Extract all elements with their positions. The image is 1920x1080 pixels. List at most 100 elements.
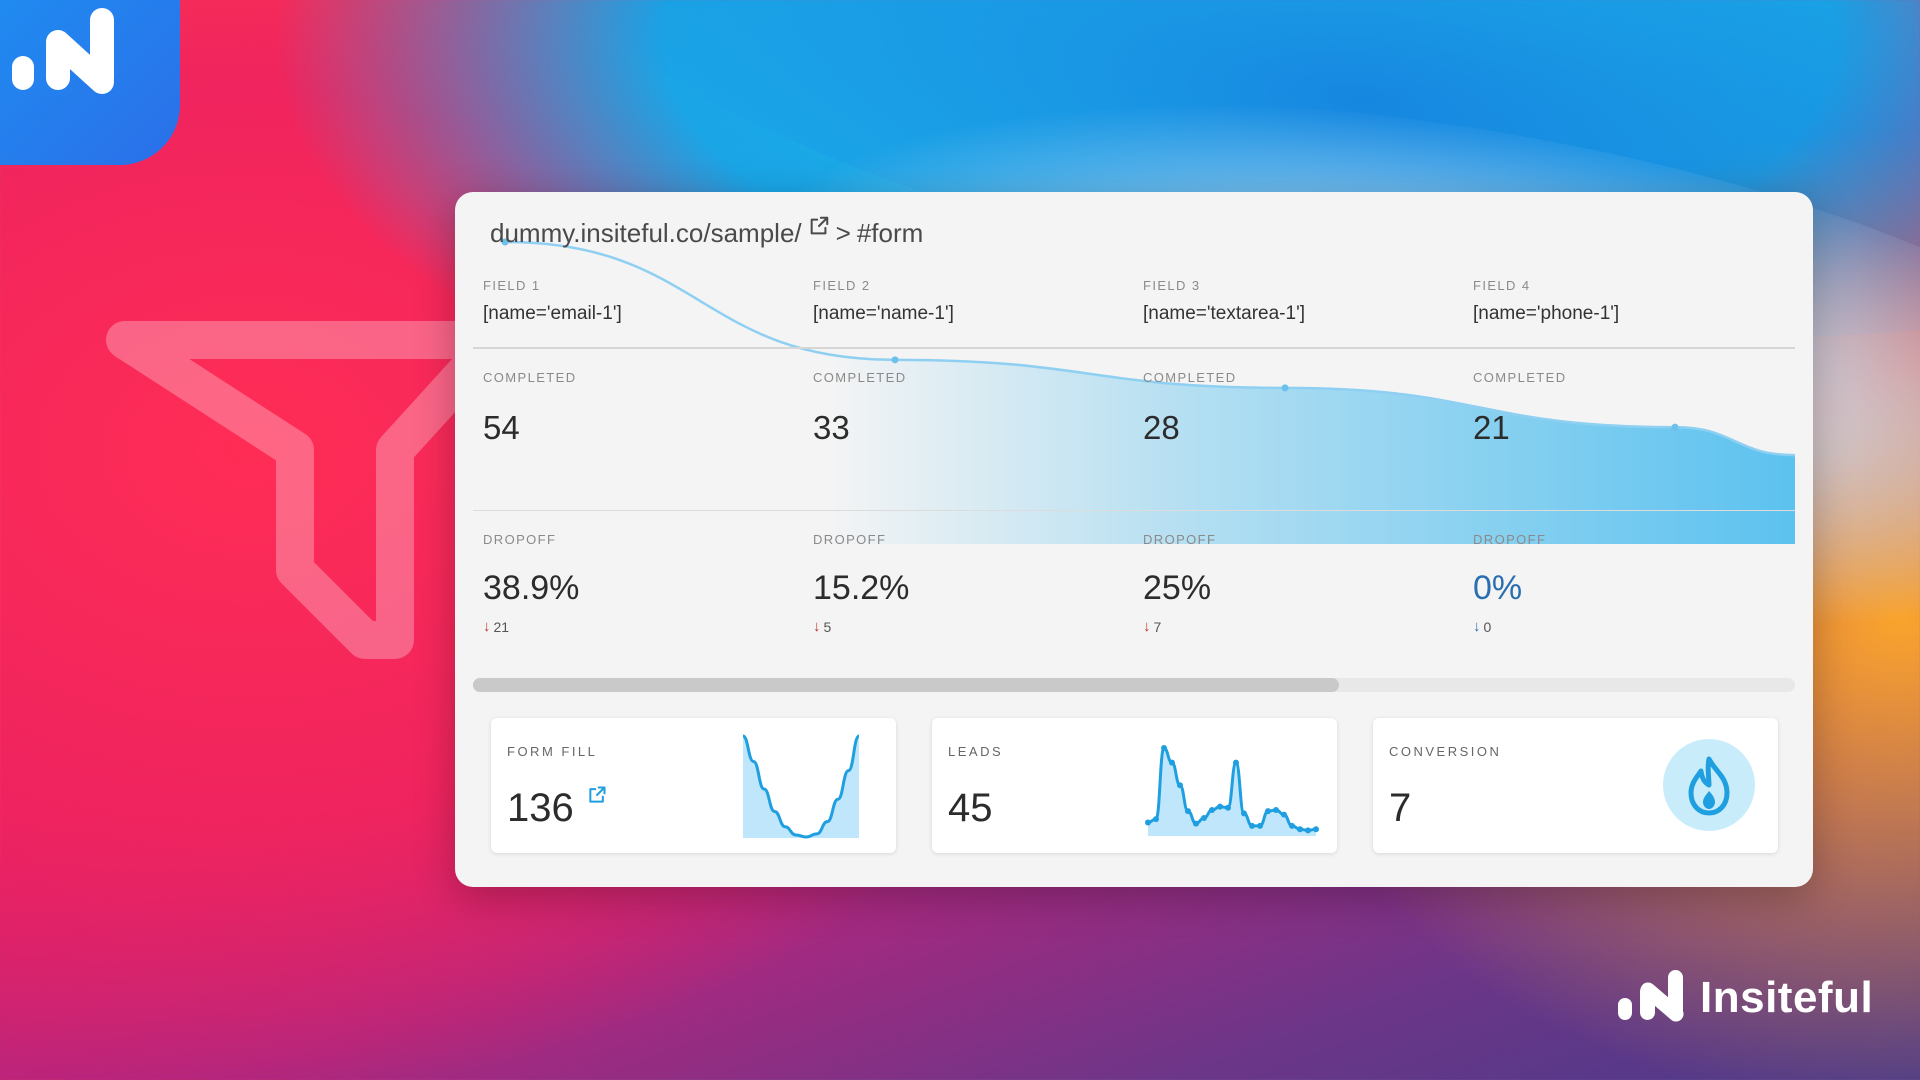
external-link-icon[interactable] [587,785,607,805]
sparkline-point [1145,819,1151,826]
dropoff-percent: 25% [1143,569,1212,607]
arrow-down-icon: ↓ [483,618,491,635]
completion-flow-chart [501,238,1796,544]
completed-value: 21 [1473,409,1510,446]
sparkline-line [1147,746,1317,832]
sparkline-point [1153,816,1159,823]
kpi-value: 7 [1389,786,1412,830]
sparkline-point [1185,808,1191,815]
arrow-down-icon: ↓ [1473,618,1481,635]
flow-point [891,356,899,364]
sparkline-point [1225,804,1231,811]
sparkline-point [1241,810,1247,817]
dropoff-cell-3: DROPOFF 25% ↓ 7 [1143,532,1216,635]
sparkline-area [743,736,859,838]
dropoff-cell-1: DROPOFF 38.9% ↓ 21 [483,532,579,635]
sparkline-point [1265,808,1271,815]
completed-label: COMPLETED [1143,370,1237,385]
brand-name: Insiteful [1700,973,1874,1022]
kpi-value: 45 [948,786,993,830]
flow-area [505,242,1795,544]
scrollbar-thumb[interactable] [473,678,1339,692]
breadcrumb-url[interactable]: dummy.insiteful.co/sample/ [490,218,802,248]
field-label: FIELD 3 [1143,278,1201,293]
leads-sparkline [1145,745,1319,836]
dropoff-label: DROPOFF [1473,532,1547,547]
dropoff-count-value: 7 [1153,618,1162,635]
field-label: FIELD 4 [1473,278,1531,293]
dropoff-count: ↓ 5 [813,618,909,635]
field-selector: [name='email-1'] [483,303,622,324]
sparkline-point [1297,826,1303,833]
sparkline-point [1233,759,1239,766]
kpi-card-conversion[interactable]: CONVERSION 7 [1373,718,1778,853]
brand-logo: Insiteful [1618,970,1873,1026]
completed-cell-1: COMPLETED 54 [483,370,577,447]
dropoff-count: ↓ 7 [1143,618,1216,635]
kpi-label: LEADS [948,744,1004,759]
field-selector: [name='textarea-1'] [1143,303,1305,324]
sparkline-point [1177,782,1183,789]
dropoff-percent: 0% [1473,569,1523,607]
dropoff-label: DROPOFF [813,532,887,547]
dropoff-count-value: 21 [493,618,510,635]
kpi-card-leads[interactable]: LEADS 45 [932,718,1337,853]
flow-point [1671,423,1679,431]
arrow-down-icon: ↓ [813,618,821,635]
dropoff-percent: 15.2% [813,569,910,607]
sparkline-point [1305,827,1311,834]
insiteful-logo-icon [1618,970,1684,1022]
field-label: FIELD 1 [483,278,541,293]
kpi-value-text: 136 [507,786,574,830]
field-header-1: FIELD 1 [name='email-1'] [483,278,622,325]
horizontal-scrollbar[interactable] [473,678,1795,692]
dropoff-label: DROPOFF [483,532,557,547]
field-selector: [name='name-1'] [813,303,954,324]
arrow-down-icon: ↓ [1143,618,1151,635]
dropoff-count-value: 5 [823,618,832,635]
app-logo-icon [0,0,180,165]
divider [473,510,1795,511]
sparkline-point [1201,814,1207,821]
field-header-2: FIELD 2 [name='name-1'] [813,278,954,325]
kpi-card-form-fill[interactable]: FORM FILL 136 [491,718,896,853]
completed-value: 28 [1143,409,1180,446]
sparkline-point [1257,822,1263,829]
sparkline-point [1273,807,1279,814]
form-analytics-card: dummy.insiteful.co/sample/ > #form FIELD… [455,192,1813,887]
completed-cell-3: COMPLETED 28 [1143,370,1237,447]
sparkline-point [1249,822,1255,829]
field-header-4: FIELD 4 [name='phone-1'] [1473,278,1619,325]
form-fill-sparkline [742,734,861,839]
dropoff-count: ↓ 0 [1473,618,1546,635]
kpi-label: CONVERSION [1389,744,1502,759]
breadcrumb-separator: > [835,218,851,248]
sparkline-point [1313,826,1319,833]
kpi-label: FORM FILL [507,744,598,759]
completed-cell-2: COMPLETED 33 [813,370,907,447]
field-selector: [name='phone-1'] [1473,303,1620,324]
dropoff-percent: 38.9% [483,569,580,607]
breadcrumb: dummy.insiteful.co/sample/ > #form [490,215,924,249]
divider [473,347,1795,349]
completed-label: COMPLETED [813,370,907,385]
completed-cell-4: COMPLETED 21 [1473,370,1567,447]
sparkline-point [1289,822,1295,829]
dropoff-count-value: 0 [1483,618,1492,635]
completed-label: COMPLETED [483,370,577,385]
completed-value: 33 [813,409,850,446]
sparkline-point [1209,807,1215,814]
field-header-3: FIELD 3 [name='textarea-1'] [1143,278,1305,325]
dropoff-cell-4: DROPOFF 0% ↓ 0 [1473,532,1546,635]
dropoff-cell-2: DROPOFF 15.2% ↓ 5 [813,532,909,635]
breadcrumb-target: #form [856,218,924,248]
flow-point [1281,384,1289,392]
sparkline-point [1193,820,1199,827]
sparkline-line [742,734,861,839]
external-link-icon[interactable] [808,215,830,237]
flow-point [501,238,509,246]
sparkline-point [1169,759,1175,766]
dropoff-count: ↓ 21 [483,618,579,635]
field-label: FIELD 2 [813,278,871,293]
dropoff-label: DROPOFF [1143,532,1217,547]
